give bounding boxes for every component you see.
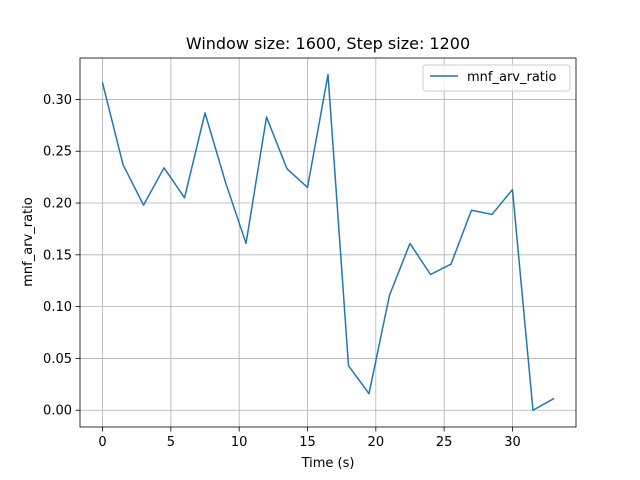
y-tick-label: 0.25: [43, 145, 72, 160]
plot-area-frame: [79, 57, 577, 428]
grid: [80, 58, 576, 427]
legend-label-mnf-arv-ratio: mnf_arv_ratio: [467, 70, 557, 85]
y-axis-label: mnf_arv_ratio: [21, 197, 36, 287]
y-tick-label: 0.20: [43, 197, 72, 212]
y-tick-label: 0.15: [43, 248, 72, 263]
x-tick-label: 15: [299, 435, 316, 450]
y-tick-label: 0.00: [43, 404, 72, 419]
chart-title: Window size: 1600, Step size: 1200: [186, 34, 470, 53]
series-line-mnf-arv-ratio: [101, 73, 555, 411]
y-tick-label: 0.30: [43, 93, 72, 108]
x-axis-label: Time (s): [301, 456, 355, 471]
x-tick-label: 5: [167, 435, 175, 450]
x-tick-label: 30: [504, 435, 521, 450]
x-axis-ticks: 0 5 10 15 20 25 30: [98, 427, 521, 450]
legend: mnf_arv_ratio: [422, 64, 571, 92]
x-tick-label: 25: [436, 435, 453, 450]
x-tick-label: 0: [98, 435, 106, 450]
y-axis-ticks: 0.00 0.05 0.10 0.15 0.20 0.25 0.30: [43, 93, 80, 419]
y-tick-label: 0.10: [43, 300, 72, 315]
legend-box: [422, 64, 571, 92]
x-tick-label: 10: [231, 435, 248, 450]
series-layer: [101, 73, 555, 411]
x-tick-label: 20: [368, 435, 385, 450]
y-tick-label: 0.05: [43, 352, 72, 367]
